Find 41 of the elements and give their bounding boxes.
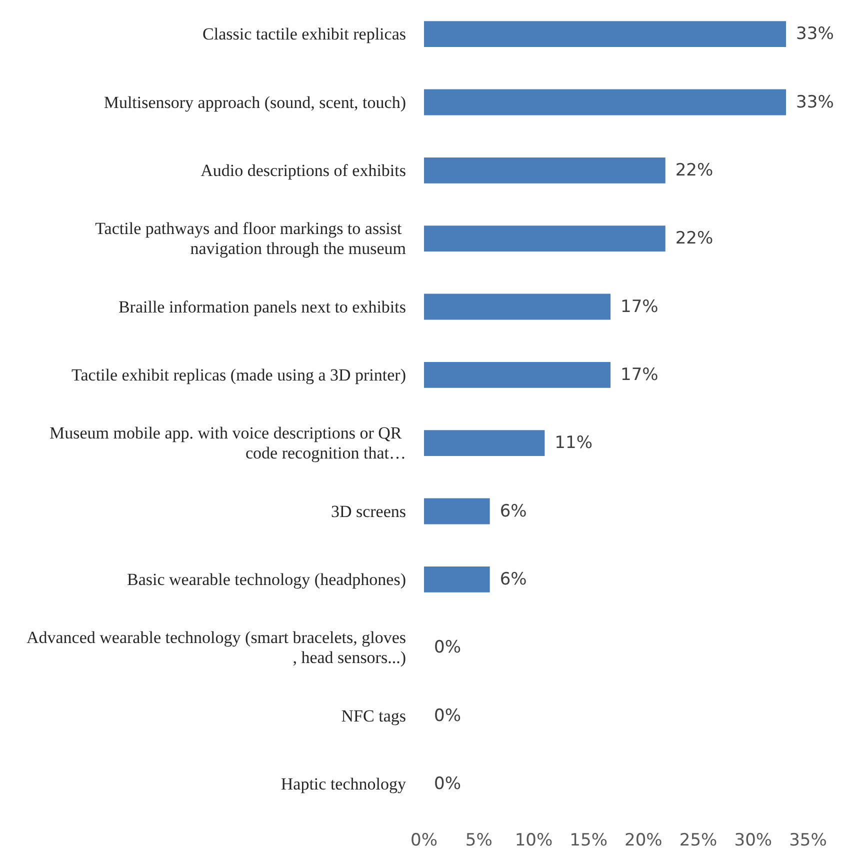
x-tick-label: 35% (789, 830, 827, 850)
bar (424, 21, 786, 48)
y-tick-label: Haptic technology (280, 774, 406, 794)
data-label: 0% (434, 638, 461, 658)
data-label: 22% (675, 160, 714, 180)
y-tick-label: Advanced wearable technology (smart bracelets, gloves, head sensors...) (26, 628, 406, 668)
x-tick-label: 5% (465, 830, 492, 850)
bar (424, 566, 490, 592)
data-label: 17% (620, 364, 658, 385)
data-label: 22% (675, 228, 714, 249)
x-tick-label: 25% (679, 830, 718, 850)
y-tick-label: Multisensory approach (sound, scent, touch) (104, 92, 406, 112)
data-label: 33% (796, 92, 834, 112)
bar (424, 294, 611, 320)
y-tick-label: Basic wearable technology (headphones) (127, 570, 406, 589)
y-tick-label: Tactile exhibit replicas (made using a 3D printer) (72, 365, 406, 384)
bar (424, 498, 490, 524)
data-label: 6% (500, 569, 527, 590)
data-label: 11% (554, 433, 592, 454)
x-tick-label: 15% (570, 830, 608, 850)
y-tick-label: Audio descriptions of exhibits (200, 160, 406, 180)
y-tick-label: NFC tags (341, 706, 406, 726)
y-tick-label: 3D screens (330, 502, 406, 521)
bar (424, 430, 545, 456)
data-label: 0% (434, 774, 461, 794)
x-tick-label: 10% (514, 830, 553, 850)
bar (424, 157, 666, 184)
data-label: 0% (434, 706, 461, 726)
bar (424, 362, 611, 388)
bar (424, 89, 786, 116)
data-label: 17% (620, 296, 658, 317)
x-tick-label: 30% (734, 830, 772, 850)
data-label: 6% (500, 501, 527, 522)
y-tick-label: Classic tactile exhibit replicas (202, 24, 406, 44)
data-label: 33% (796, 24, 834, 44)
x-tick-label: 0% (410, 830, 438, 850)
y-tick-label: Tactile pathways and floor markings to assist navigation through the museum (95, 219, 406, 258)
y-tick-label: Museum mobile app. with voice descriptions or QR code recognition that… (50, 424, 406, 463)
x-tick-label: 20% (624, 830, 662, 850)
bar (424, 226, 666, 252)
y-tick-label: Braille information panels next to exhibits (118, 297, 406, 316)
